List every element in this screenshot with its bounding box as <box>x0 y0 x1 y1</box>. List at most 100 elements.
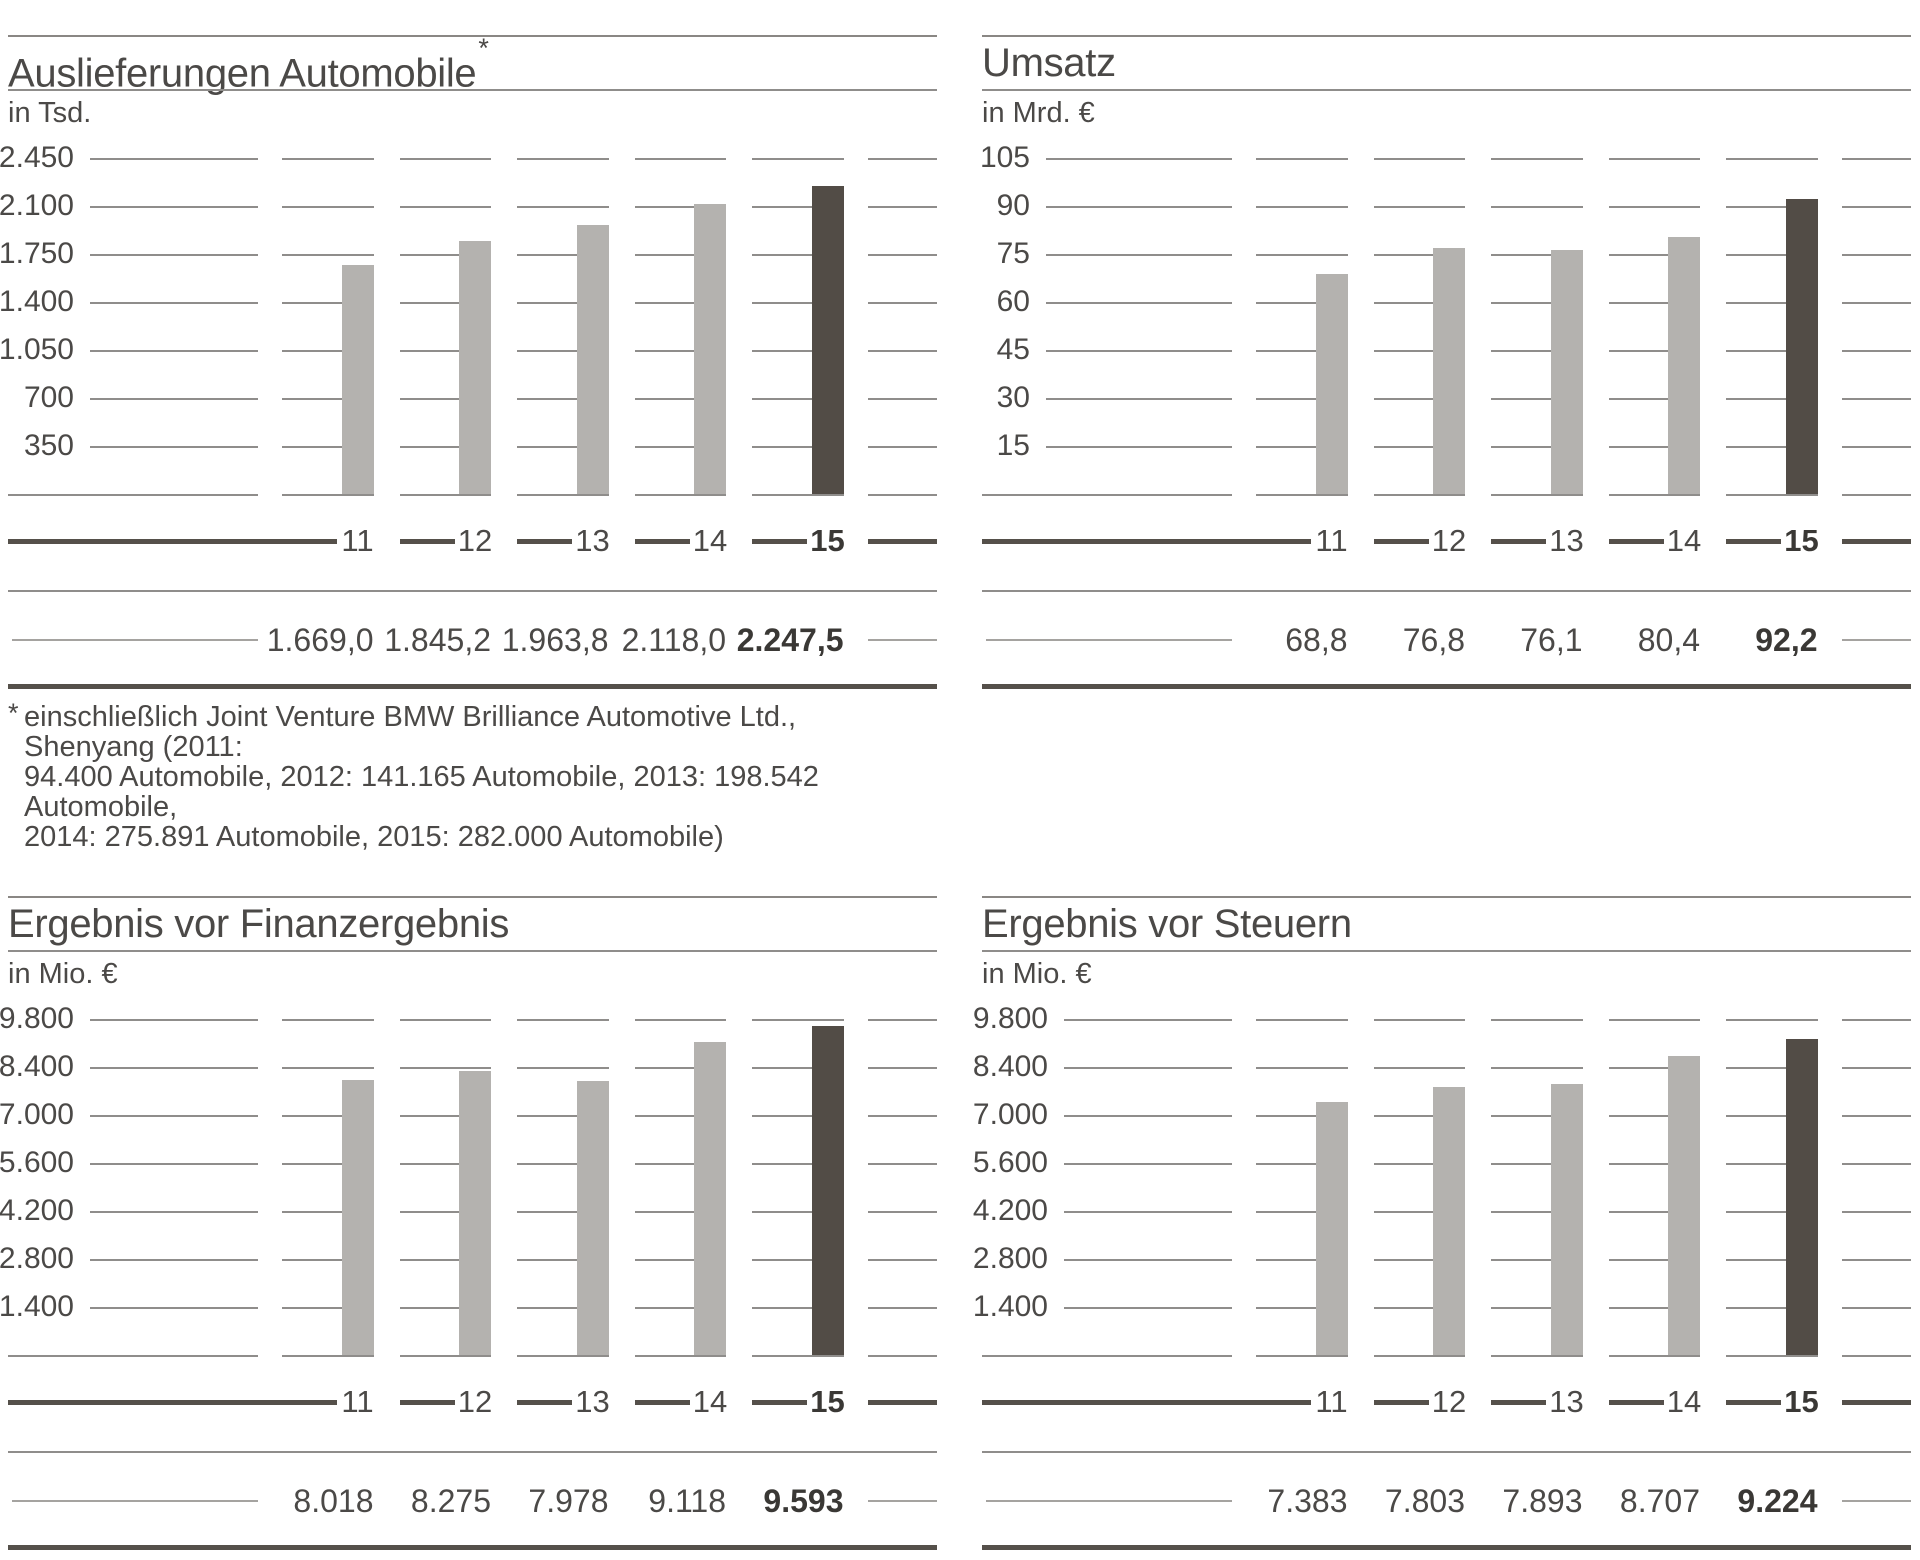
y-tick-label: 1.400 <box>972 1290 1048 1323</box>
baseline <box>1491 494 1583 496</box>
baseline <box>1491 1355 1583 1357</box>
gridline <box>752 254 844 256</box>
chart-ergebnis-vor-finanzergebnis: Ergebnis vor Finanzergebnis in Mio. € 9.… <box>0 896 937 1552</box>
gridline <box>867 1115 937 1117</box>
values-left-rule <box>12 1500 258 1502</box>
y-tick-label: 1.750 <box>0 237 74 270</box>
gridline <box>1373 1019 1465 1021</box>
baseline <box>517 1355 609 1357</box>
gridline <box>1841 1259 1911 1261</box>
y-tick-label: 2.450 <box>0 141 74 174</box>
gridline <box>634 302 726 304</box>
baseline <box>1608 1355 1700 1357</box>
x-axis-line <box>982 538 1311 544</box>
value-label: 1.669,0 <box>266 622 374 658</box>
chart-top-border <box>8 896 937 898</box>
chart-bottom-border <box>8 1545 937 1550</box>
gridline <box>1726 446 1818 448</box>
gridline <box>634 350 726 352</box>
gridline <box>399 1115 491 1117</box>
bar-15 <box>1785 1038 1818 1355</box>
gridline <box>1491 254 1583 256</box>
gridline <box>1046 254 1232 256</box>
y-tick-label: 105 <box>979 141 1030 174</box>
gridline <box>1064 1163 1232 1165</box>
gridline <box>1256 1163 1348 1165</box>
gridline <box>399 206 491 208</box>
gridline <box>399 158 491 160</box>
gridline <box>1608 206 1700 208</box>
baseline <box>752 494 844 496</box>
y-tick-label: 350 <box>23 429 74 462</box>
gridline <box>1064 1019 1232 1021</box>
value-label: 80,4 <box>1637 622 1700 658</box>
title-underline <box>8 950 937 952</box>
y-tick-label: 7.000 <box>972 1098 1048 1131</box>
value-label: 2.247,5 <box>736 622 844 658</box>
gridline <box>1373 1067 1465 1069</box>
separator-line <box>8 1451 937 1453</box>
x-axis-dash <box>517 538 572 544</box>
chart-title: Ergebnis vor Steuern <box>982 902 1352 946</box>
gridline <box>634 398 726 400</box>
gridline <box>1608 158 1700 160</box>
gridline <box>90 1211 258 1213</box>
gridline <box>90 1067 258 1069</box>
unit-label: in Mio. € <box>8 958 118 990</box>
x-axis-dash <box>1373 538 1429 544</box>
gridline <box>1373 302 1465 304</box>
gridline <box>1491 1163 1583 1165</box>
value-label: 7.383 <box>1267 1483 1348 1519</box>
y-tick-label: 5.600 <box>972 1146 1048 1179</box>
baseline <box>8 1355 258 1357</box>
gridline <box>1841 446 1911 448</box>
x-axis-dash <box>634 1399 690 1405</box>
gridline <box>1608 1307 1700 1309</box>
baseline <box>1373 494 1465 496</box>
x-axis-dash <box>1726 1399 1781 1405</box>
gridline <box>517 1307 609 1309</box>
gridline <box>1726 1211 1818 1213</box>
gridline <box>282 350 374 352</box>
x-year-label: 15 <box>810 523 845 558</box>
gridline <box>1841 1211 1911 1213</box>
gridline <box>867 398 937 400</box>
gridline <box>752 1211 844 1213</box>
value-label: 9.224 <box>1737 1483 1818 1519</box>
gridline <box>752 1019 844 1021</box>
gridline <box>867 1067 937 1069</box>
value-label: 68,8 <box>1285 622 1348 658</box>
gridline <box>517 446 609 448</box>
x-axis-dash <box>1608 1399 1664 1405</box>
values-left-rule <box>986 639 1232 641</box>
baseline <box>1373 1355 1465 1357</box>
gridline <box>1608 1163 1700 1165</box>
gridline <box>1491 1211 1583 1213</box>
chart-title-text: Auslieferungen Automobile <box>8 51 477 96</box>
gridline <box>282 1019 374 1021</box>
gridline <box>1841 1019 1911 1021</box>
value-label: 7.803 <box>1384 1483 1465 1519</box>
gridline <box>1064 1259 1232 1261</box>
x-year-label: 12 <box>1431 523 1467 558</box>
x-axis-dash <box>399 538 455 544</box>
gridline <box>517 1115 609 1117</box>
values-left-rule <box>986 1500 1232 1502</box>
y-tick-label: 1.050 <box>0 333 74 366</box>
baseline <box>634 494 726 496</box>
x-axis-dash <box>1491 1399 1546 1405</box>
gridline <box>282 1259 374 1261</box>
gridline <box>752 1067 844 1069</box>
bar-14 <box>694 203 726 494</box>
y-tick-label: 9.800 <box>972 1002 1048 1035</box>
bar-15 <box>811 185 844 494</box>
x-axis-dash <box>1373 1399 1429 1405</box>
gridline <box>634 206 726 208</box>
gridline <box>1373 206 1465 208</box>
gridline <box>1491 302 1583 304</box>
y-tick-label: 30 <box>996 381 1030 414</box>
baseline <box>1841 1355 1911 1357</box>
gridline <box>282 398 374 400</box>
y-tick-label: 8.400 <box>972 1050 1048 1083</box>
x-axis-line <box>8 1399 337 1405</box>
